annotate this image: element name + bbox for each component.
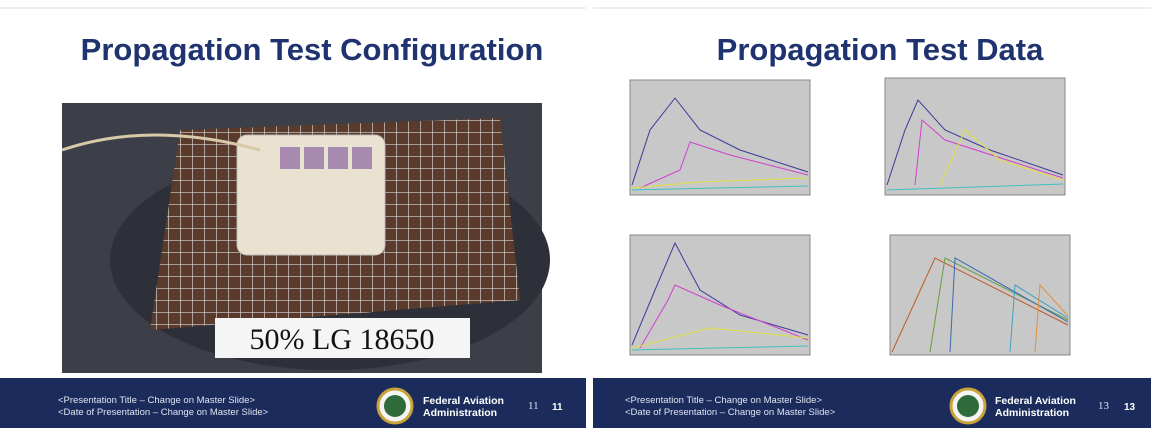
curve <box>631 241 809 346</box>
plot-area <box>629 234 811 356</box>
footer-title: <Presentation Title – Change on Master S… <box>58 395 255 406</box>
page-number: 13 <box>1124 402 1136 413</box>
curve <box>1009 284 1069 353</box>
agency-name: Administration <box>995 407 1069 419</box>
curve <box>631 177 809 189</box>
slide: Propagation Test Data <box>593 0 1151 428</box>
curve <box>631 345 809 351</box>
chart-thumbnail <box>889 234 1071 356</box>
curve <box>631 327 809 349</box>
page-number: 13 <box>1098 400 1110 412</box>
curve <box>886 183 1064 191</box>
curve <box>1034 283 1069 353</box>
plot-area <box>629 79 811 196</box>
curve <box>949 257 1069 353</box>
cell <box>304 147 324 169</box>
agency-name: Administration <box>423 407 497 419</box>
page-number: 11 <box>528 400 539 412</box>
plot-area <box>884 77 1066 196</box>
photo-label-box <box>215 318 470 358</box>
footer-date: <Date of Presentation – Change on Master… <box>58 407 269 418</box>
photo-label: 50% LG 18650 <box>250 323 435 356</box>
page-number: 11 <box>552 402 563 413</box>
footer-date: <Date of Presentation – Change on Master… <box>625 407 836 418</box>
curve <box>639 141 809 189</box>
faa-logo-inner <box>384 395 406 417</box>
chart-thumbnail <box>884 77 1066 196</box>
photo: 50% LG 18650 <box>61 103 550 373</box>
chart-thumbnail <box>629 234 811 356</box>
plot-area <box>889 234 1071 356</box>
curve <box>631 97 809 186</box>
curve <box>891 257 1069 353</box>
footer-title: <Presentation Title – Change on Master S… <box>625 395 822 406</box>
footer-bar <box>593 378 1151 428</box>
faa-logo-inner <box>957 395 979 417</box>
slide-bg <box>593 0 1151 428</box>
agency-name: Federal Aviation <box>423 395 504 407</box>
cell <box>280 147 300 169</box>
curve <box>639 284 809 349</box>
chart-thumbnail <box>629 79 811 196</box>
curve <box>886 99 1064 186</box>
slide: Propagation Test Configuration 50% LG 18… <box>0 7 586 428</box>
curve <box>914 118 1064 186</box>
cell <box>328 147 348 169</box>
curve <box>631 185 809 191</box>
slide-title: Propagation Test Data <box>717 32 1044 67</box>
curve <box>939 129 1064 186</box>
slide-title: Propagation Test Configuration <box>81 32 544 67</box>
cell <box>352 147 372 169</box>
agency-name: Federal Aviation <box>995 395 1076 407</box>
cable <box>61 133 261 152</box>
footer-bar <box>0 378 586 428</box>
